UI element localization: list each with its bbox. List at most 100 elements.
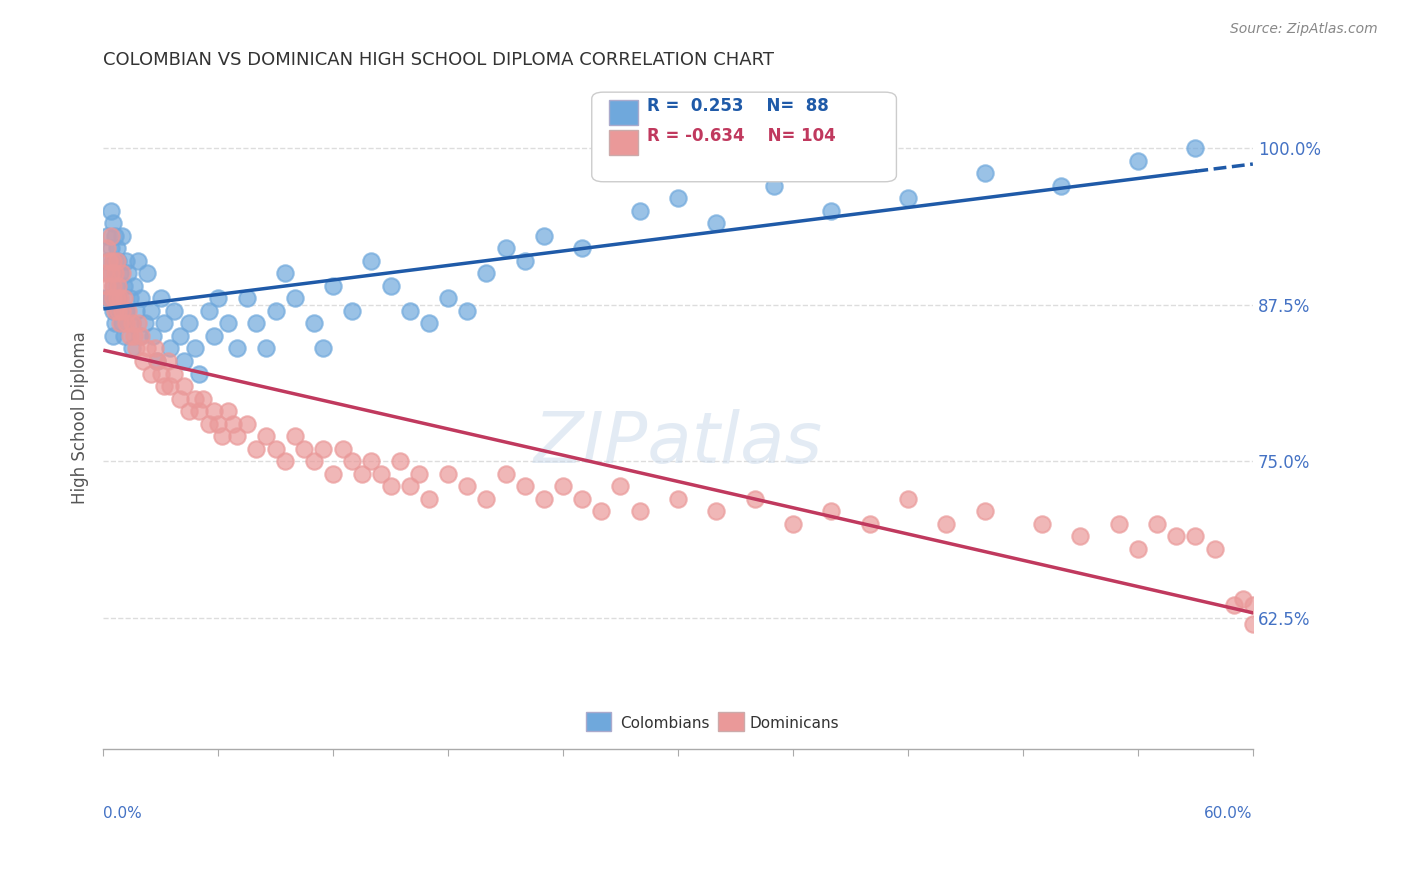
Point — [609, 479, 631, 493]
Point — [418, 491, 440, 506]
Point — [533, 491, 555, 506]
Point — [100, 241, 122, 255]
Point — [245, 442, 267, 456]
Point — [1069, 529, 1091, 543]
Point — [139, 367, 162, 381]
Point — [322, 278, 344, 293]
Point — [211, 429, 233, 443]
Point — [202, 404, 225, 418]
Text: COLOMBIAN VS DOMINICAN HIGH SCHOOL DIPLOMA CORRELATION CHART: COLOMBIAN VS DOMINICAN HIGH SCHOOL DIPLO… — [103, 51, 775, 69]
Point — [1031, 516, 1053, 531]
Text: Colombians: Colombians — [620, 716, 710, 731]
Point — [101, 253, 124, 268]
Point — [112, 278, 135, 293]
Point — [101, 278, 124, 293]
FancyBboxPatch shape — [586, 712, 612, 731]
Point — [107, 304, 129, 318]
Point — [173, 354, 195, 368]
Point — [104, 266, 127, 280]
Point — [332, 442, 354, 456]
Point — [132, 354, 155, 368]
Point — [105, 253, 128, 268]
Point — [105, 304, 128, 318]
Point — [495, 467, 517, 481]
Point — [254, 342, 277, 356]
Point — [117, 266, 139, 280]
Point — [207, 417, 229, 431]
Point — [370, 467, 392, 481]
Point — [628, 504, 651, 518]
Point — [284, 292, 307, 306]
Point — [858, 516, 880, 531]
Point — [236, 292, 259, 306]
Point — [274, 454, 297, 468]
Point — [146, 354, 169, 368]
Point — [226, 342, 249, 356]
Point — [96, 228, 118, 243]
Point — [179, 317, 201, 331]
Point — [591, 504, 613, 518]
Text: Dominicans: Dominicans — [749, 716, 839, 731]
Point — [360, 454, 382, 468]
Point — [312, 442, 335, 456]
Point — [153, 317, 176, 331]
Point — [104, 266, 127, 280]
Point — [101, 216, 124, 230]
Point — [127, 253, 149, 268]
Point — [97, 253, 120, 268]
Point — [105, 278, 128, 293]
Point — [101, 292, 124, 306]
Point — [104, 292, 127, 306]
Point — [744, 491, 766, 506]
Point — [418, 317, 440, 331]
Point — [149, 292, 172, 306]
Text: R = -0.634    N= 104: R = -0.634 N= 104 — [647, 127, 835, 145]
Point — [973, 166, 995, 180]
Point — [236, 417, 259, 431]
Point — [136, 266, 159, 280]
Point — [475, 491, 498, 506]
Point — [184, 392, 207, 406]
Point — [110, 266, 132, 280]
Point — [1126, 541, 1149, 556]
Point — [101, 253, 124, 268]
Point — [360, 253, 382, 268]
Point — [184, 342, 207, 356]
Point — [104, 317, 127, 331]
Point — [762, 178, 785, 193]
Point — [1108, 516, 1130, 531]
Point — [704, 504, 727, 518]
Point — [121, 317, 143, 331]
Text: ZIPatlas: ZIPatlas — [533, 409, 823, 478]
Point — [94, 292, 117, 306]
Point — [157, 354, 180, 368]
Point — [437, 467, 460, 481]
FancyBboxPatch shape — [592, 92, 897, 182]
Point — [302, 454, 325, 468]
Text: R =  0.253    N=  88: R = 0.253 N= 88 — [647, 96, 828, 115]
Point — [226, 429, 249, 443]
Point — [533, 228, 555, 243]
Point — [104, 228, 127, 243]
Point — [1204, 541, 1226, 556]
Point — [159, 342, 181, 356]
Point — [571, 491, 593, 506]
Text: 60.0%: 60.0% — [1205, 806, 1253, 821]
Point — [1146, 516, 1168, 531]
Point — [217, 404, 239, 418]
Point — [245, 317, 267, 331]
Point — [96, 278, 118, 293]
Point — [551, 479, 574, 493]
Point — [118, 292, 141, 306]
Point — [342, 454, 364, 468]
Point — [820, 203, 842, 218]
Point — [97, 266, 120, 280]
FancyBboxPatch shape — [718, 712, 744, 731]
Point — [125, 342, 148, 356]
Point — [101, 329, 124, 343]
FancyBboxPatch shape — [609, 100, 638, 126]
Point — [111, 317, 134, 331]
Point — [107, 253, 129, 268]
Point — [202, 329, 225, 343]
Point — [322, 467, 344, 481]
